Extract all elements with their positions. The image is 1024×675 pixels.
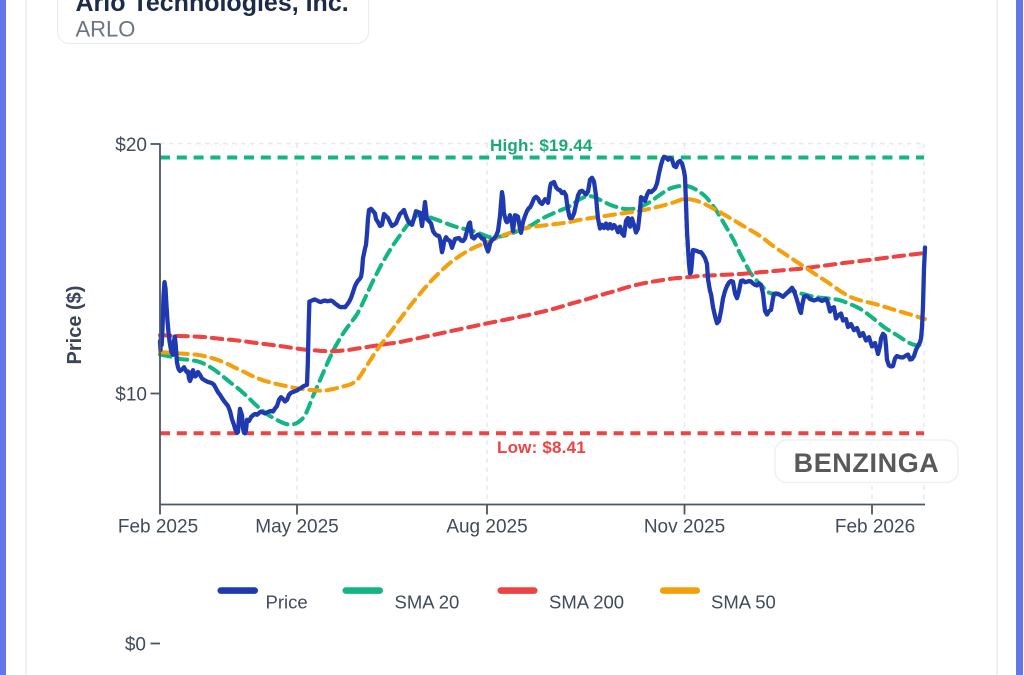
- svg-text:Feb 2026: Feb 2026: [835, 517, 915, 538]
- svg-text:Arlo Technologies, Inc.: Arlo Technologies, Inc.: [76, 0, 349, 17]
- svg-text:Price: Price: [266, 592, 308, 613]
- svg-text:ARLO: ARLO: [76, 17, 136, 42]
- svg-text:BENZINGA: BENZINGA: [794, 448, 940, 478]
- svg-text:High: $19.44: High: $19.44: [490, 136, 593, 155]
- svg-text:Aug 2025: Aug 2025: [446, 517, 527, 538]
- svg-text:SMA 200: SMA 200: [549, 592, 624, 613]
- svg-text:$20: $20: [115, 135, 147, 156]
- svg-text:SMA 20: SMA 20: [395, 592, 460, 613]
- svg-text:$0: $0: [125, 635, 146, 656]
- svg-text:Nov 2025: Nov 2025: [644, 517, 725, 538]
- svg-text:SMA 50: SMA 50: [711, 592, 776, 613]
- svg-text:Low: $8.41: Low: $8.41: [497, 438, 586, 457]
- svg-text:$10: $10: [115, 385, 147, 406]
- svg-text:Feb 2025: Feb 2025: [118, 517, 198, 538]
- svg-text:May 2025: May 2025: [255, 517, 338, 538]
- svg-text:Price ($): Price ($): [64, 286, 86, 365]
